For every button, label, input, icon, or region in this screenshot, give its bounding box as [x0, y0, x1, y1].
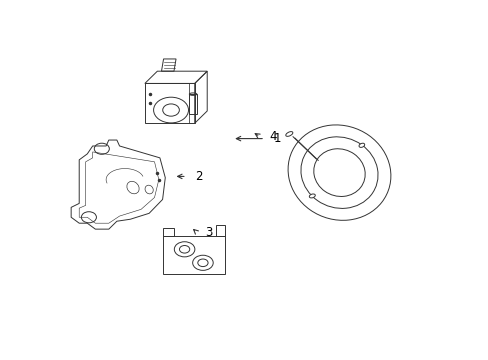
Ellipse shape	[358, 143, 364, 147]
Text: 3: 3	[205, 226, 212, 239]
Text: 4: 4	[268, 130, 276, 143]
Text: 1: 1	[273, 132, 281, 145]
Text: 2: 2	[195, 170, 203, 183]
Ellipse shape	[309, 194, 315, 198]
